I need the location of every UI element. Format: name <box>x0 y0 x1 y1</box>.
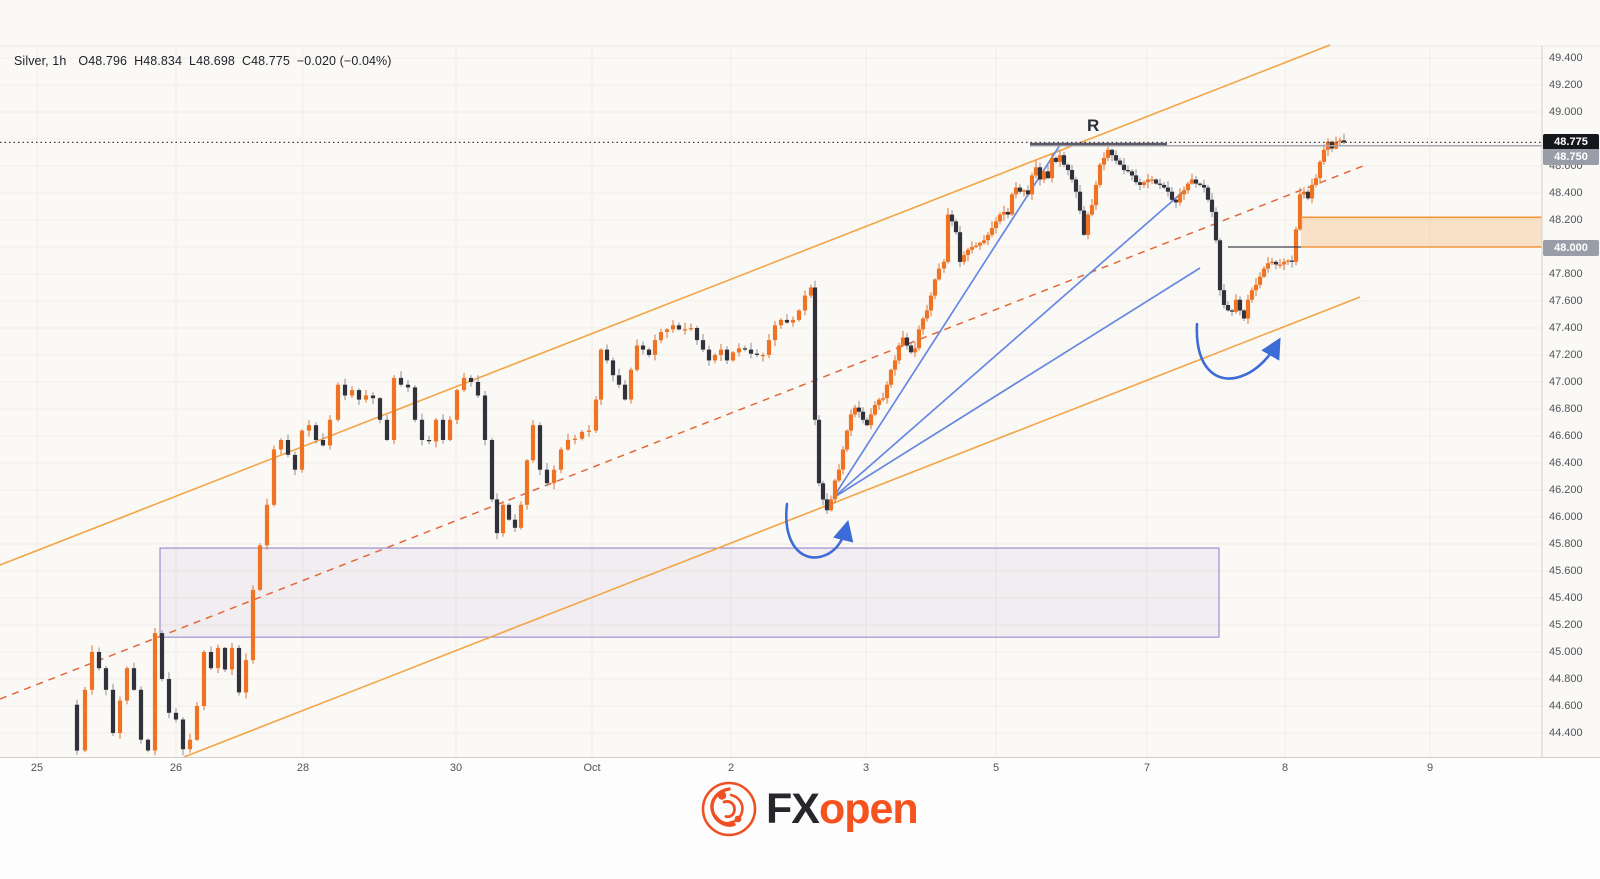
time-axis-label: 25 <box>30 762 44 774</box>
price-axis-label: 47.200 <box>1549 349 1583 361</box>
price-axis-label: 46.000 <box>1549 511 1583 523</box>
price-axis-label: 46.400 <box>1549 457 1583 469</box>
price-badge-48.775: 48.775 <box>1543 134 1599 150</box>
price-axis-label: 47.000 <box>1549 376 1583 388</box>
price-axis-label: 47.800 <box>1549 268 1583 280</box>
price-axis-label: 45.400 <box>1549 592 1583 604</box>
curved-arrow <box>784 502 854 559</box>
channel-upper-line <box>0 44 1331 566</box>
price-axis-label: 49.200 <box>1549 79 1583 91</box>
fan-trendline <box>832 189 1186 499</box>
price-axis-label: 48.200 <box>1549 214 1583 226</box>
fan-trendline <box>832 144 1061 499</box>
price-axis-label: 46.600 <box>1549 430 1583 442</box>
price-axis-label: 46.800 <box>1549 403 1583 415</box>
legend-high: H48.834 <box>134 54 183 68</box>
legend-symbol-timeframe: Silver, 1h <box>14 54 67 68</box>
price-axis-label: 49.000 <box>1549 106 1583 118</box>
price-axis[interactable]: 49.40049.20049.00048.80048.60048.40048.2… <box>1543 46 1600 757</box>
candles <box>74 133 1347 756</box>
price-axis-label: 49.400 <box>1549 52 1583 64</box>
time-axis-label: 2 <box>727 762 735 774</box>
price-axis-label: 44.600 <box>1549 700 1583 712</box>
logo-fx: FX <box>766 785 820 833</box>
price-axis-label: 45.200 <box>1549 619 1583 631</box>
logo-open: open <box>818 785 919 833</box>
price-axis-label: 47.400 <box>1549 322 1583 334</box>
legend-close: C48.775 <box>241 54 290 68</box>
time-axis-label: 9 <box>1426 762 1434 774</box>
price-axis-label: 45.000 <box>1549 646 1583 658</box>
price-badge-48.000: 48.000 <box>1543 240 1599 256</box>
legend-open: O48.796 <box>78 54 128 68</box>
price-axis-label: 48.400 <box>1549 187 1583 199</box>
resistance-annotation-label: R <box>1087 116 1100 135</box>
price-axis-label: 45.600 <box>1549 565 1583 577</box>
price-axis-label: 44.800 <box>1549 673 1583 685</box>
time-axis-label: 26 <box>169 762 183 774</box>
time-axis-label: 3 <box>862 762 870 774</box>
price-axis-label: 45.800 <box>1549 538 1583 550</box>
price-axis-label: 44.400 <box>1549 727 1583 739</box>
legend-change: −0.020 (−0.04%) <box>296 54 392 68</box>
orange-zone <box>1301 217 1542 247</box>
footer-brand: FXopen <box>700 779 919 839</box>
time-axis-label: 28 <box>296 762 310 774</box>
time-axis-label: 5 <box>992 762 1000 774</box>
price-badge-48.750: 48.750 <box>1543 149 1599 165</box>
channel-lower-line <box>183 296 1361 758</box>
time-axis-label: 30 <box>449 762 463 774</box>
fxopen-logo-text: FXopen <box>766 779 919 839</box>
legend-low: L48.698 <box>189 54 235 68</box>
curved-arrow <box>1195 322 1281 380</box>
time-axis-label: 7 <box>1143 762 1151 774</box>
channel-middle-dashed-line <box>0 163 1369 700</box>
fan-trendline <box>832 267 1201 499</box>
fxopen-logo-icon <box>701 781 757 837</box>
time-axis-label: 8 <box>1281 762 1289 774</box>
time-axis[interactable]: 25 26 28 30 Oct 2 3 5 7 8 9 <box>0 758 1600 784</box>
symbol-legend[interactable]: Silver, 1h O48.796 H48.834 L48.698 C48.775 −0… <box>14 54 399 68</box>
price-axis-label: 47.600 <box>1549 295 1583 307</box>
purple-zone <box>159 547 1220 638</box>
price-axis-label: 46.200 <box>1549 484 1583 496</box>
time-axis-label: Oct <box>583 762 601 774</box>
